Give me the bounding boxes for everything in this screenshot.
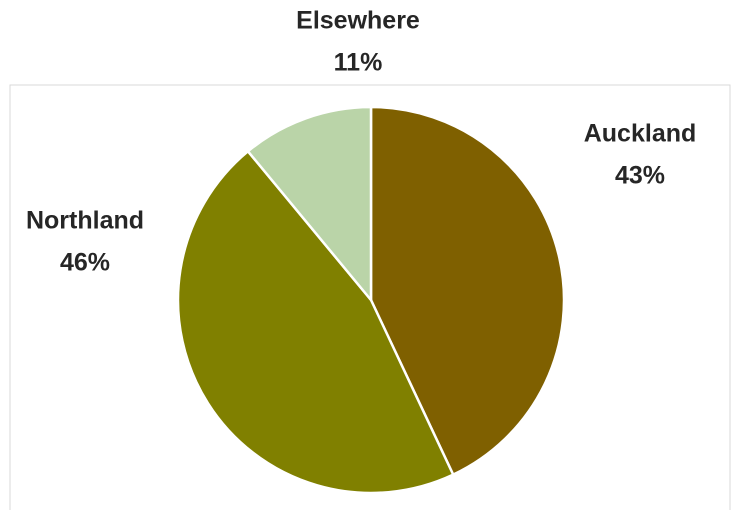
- data-label-value-auckland: 43%: [615, 162, 665, 190]
- pie-slice-northland: [176, 150, 455, 495]
- data-label-category-northland: Northland: [26, 207, 144, 235]
- pie-slice-elsewhere: [246, 105, 373, 302]
- pie-slice-auckland: [369, 105, 566, 476]
- data-label-value-northland: 46%: [60, 249, 110, 277]
- pie-data-labels: Auckland 43% Northland 46% Elsewhere 11%: [26, 7, 696, 277]
- data-label-category-elsewhere: Elsewhere: [296, 7, 420, 35]
- data-label-category-auckland: Auckland: [584, 120, 697, 148]
- pie-slices: [176, 105, 566, 495]
- plot-area-frame: [9, 84, 731, 510]
- data-label-value-elsewhere: 11%: [334, 49, 383, 77]
